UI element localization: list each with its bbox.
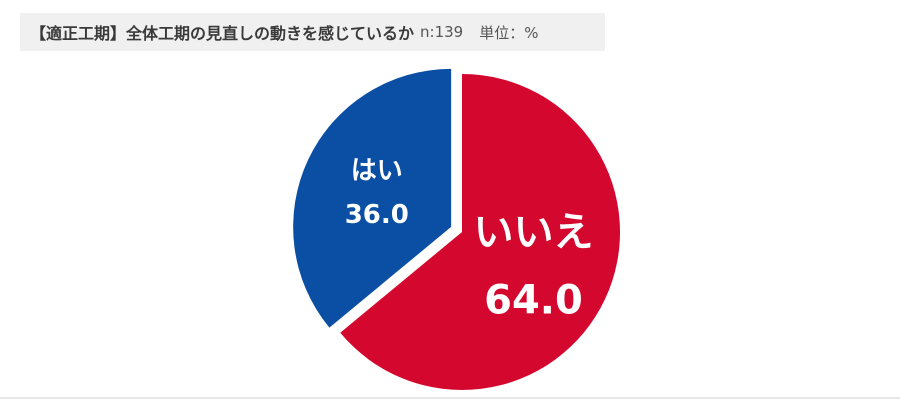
slice-label-no: いいえ: [473, 210, 593, 256]
pie-slice-yes: [293, 68, 452, 328]
slice-value-no: 64.0: [484, 278, 583, 324]
chart-title: 【適正工期】全体工期の見直しの動きを感じているか: [30, 24, 415, 43]
unit-label: 単位：%: [479, 23, 539, 42]
chart-title-bar: 【適正工期】全体工期の見直しの動きを感じているか n:139 単位：%: [20, 13, 605, 51]
slice-value-yes: 36.0: [345, 200, 409, 230]
sample-size: n:139: [420, 23, 464, 41]
slice-label-yes: はい: [351, 156, 403, 186]
pie-slice-no: [340, 74, 620, 391]
bottom-divider: [0, 397, 900, 399]
